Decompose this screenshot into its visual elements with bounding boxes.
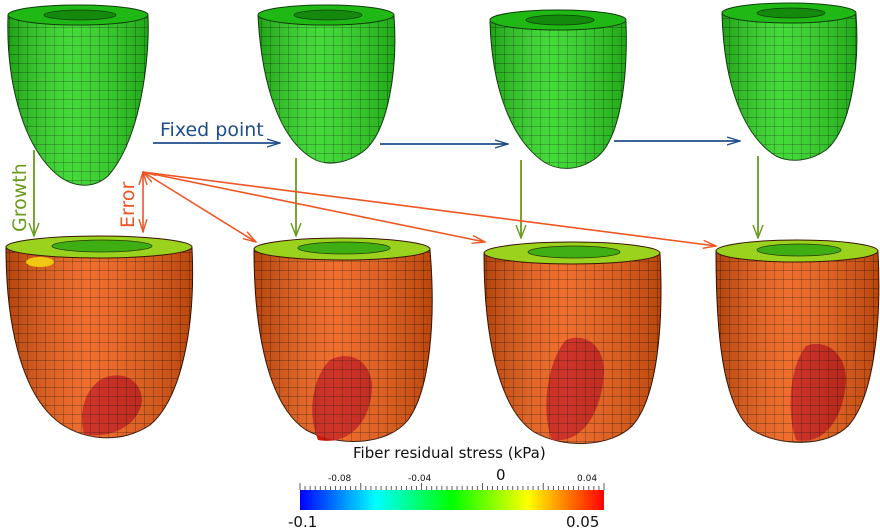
heart-grown-3	[483, 241, 662, 444]
heart-grown-4	[715, 239, 880, 443]
error-label: Error	[117, 181, 139, 228]
fixed-point-label: Fixed point	[160, 119, 264, 141]
colorbar-title: Fiber residual stress (kPa)	[353, 444, 546, 462]
colorbar-min-label: -0.1	[288, 513, 317, 531]
heart-unloaded-2	[257, 4, 396, 164]
error-arrow-2	[143, 172, 256, 242]
colorbar-tick-label-2: -0.04	[408, 474, 432, 484]
error-arrow-4	[142, 171, 716, 246]
colorbar-max-label: 0.05	[566, 513, 599, 531]
heart-unloaded-4	[721, 2, 858, 161]
growth-label: Growth	[9, 163, 31, 232]
colorbar: Fiber residual stress (kPa) -0.08 -0.04 …	[288, 444, 605, 531]
colorbar-zero-label: 0	[496, 466, 506, 484]
colorbar-minor-ticks	[299, 483, 605, 490]
heart-grown-2	[253, 237, 433, 442]
colorbar-tick-label-3: 0.04	[577, 474, 597, 484]
error-arrow-3	[142, 171, 485, 242]
heart-unloaded-3	[489, 9, 627, 169]
heart-unloaded-1	[7, 4, 149, 186]
heart-grown-1	[5, 235, 194, 439]
colorbar-gradient	[300, 490, 604, 510]
colorbar-tick-label-1: -0.08	[328, 474, 352, 484]
